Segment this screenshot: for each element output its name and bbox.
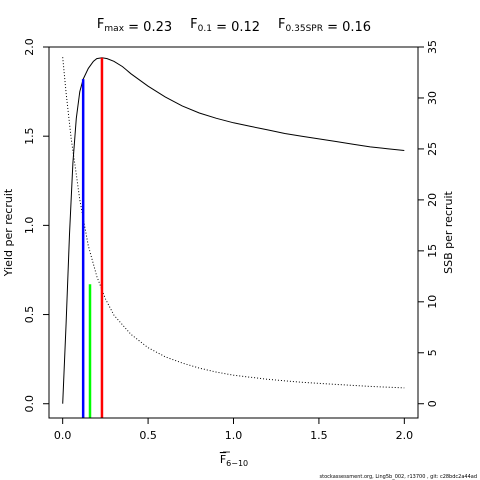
y-left-tick-label: 0.5 bbox=[23, 306, 36, 324]
plot-curves bbox=[62, 57, 405, 404]
y-axis-left-label: Yield per recruit bbox=[2, 188, 15, 277]
y-right-tick-label: 30 bbox=[426, 91, 439, 105]
ssb-per-recruit-curve bbox=[62, 57, 405, 389]
x-tick-label: 0.5 bbox=[139, 429, 157, 442]
yield-per-recruit-curve bbox=[62, 57, 405, 404]
y-left-tick-label: 1.5 bbox=[23, 127, 36, 145]
title-text: Fmax = 0.23 F0.1 = 0.12 F0.35SPR = 0.16 bbox=[97, 17, 371, 35]
y-axis-right-label: SSB per recruit bbox=[442, 190, 455, 273]
chart-title: Fmax = 0.23 F0.1 = 0.12 F0.35SPR = 0.16 bbox=[97, 17, 371, 35]
plot-frame bbox=[48, 46, 419, 419]
y-axis-right: 0 5 10 15 20 25 30 35 bbox=[418, 40, 439, 407]
y-axis-left: 0.0 0.5 1.0 1.5 2.0 bbox=[23, 38, 49, 412]
y-right-tick-label: 0 bbox=[426, 400, 439, 407]
y-left-tick-label: 1.0 bbox=[23, 217, 36, 235]
x-tick-label: 2.0 bbox=[396, 429, 414, 442]
y-right-tick-label: 5 bbox=[426, 349, 439, 356]
y-right-tick-label: 15 bbox=[426, 244, 439, 258]
y-right-tick-label: 25 bbox=[426, 142, 439, 156]
y-right-tick-label: 10 bbox=[426, 295, 439, 309]
y-left-tick-label: 0.0 bbox=[23, 395, 36, 413]
x-tick-label: 0.0 bbox=[54, 429, 72, 442]
y-right-tick-label: 35 bbox=[426, 40, 439, 54]
x-tick-label: 1.5 bbox=[310, 429, 328, 442]
x-axis-label-text: F6−10 bbox=[220, 453, 248, 468]
reference-lines bbox=[81, 57, 104, 418]
x-axis-label: F6−10 bbox=[220, 451, 248, 468]
y-right-tick-label: 20 bbox=[426, 193, 439, 207]
y-left-tick-label: 2.0 bbox=[23, 38, 36, 56]
x-tick-label: 1.0 bbox=[225, 429, 243, 442]
x-axis: 0.0 0.5 1.0 1.5 2.0 bbox=[54, 418, 413, 442]
footer-note: stockassessment.org, Ling5b_002, r13700 … bbox=[320, 474, 477, 480]
